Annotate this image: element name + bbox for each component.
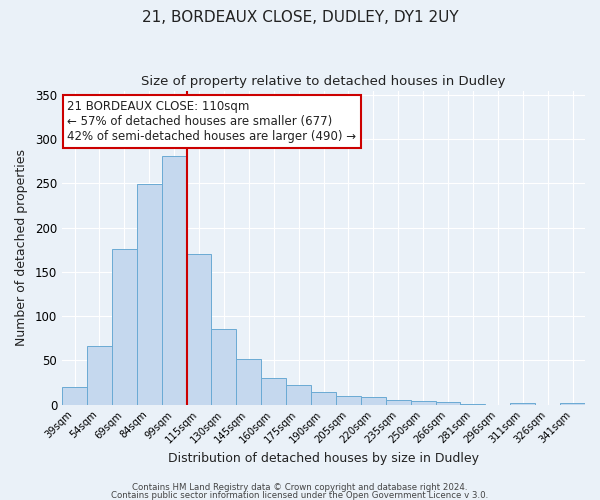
Bar (560, 403, 585, 404)
Bar (87, 346, 112, 405)
Text: Contains HM Land Registry data © Crown copyright and database right 2024.: Contains HM Land Registry data © Crown c… (132, 484, 468, 492)
Bar (286, 385, 311, 404)
Text: 21 BORDEAUX CLOSE: 110sqm
← 57% of detached houses are smaller (677)
42% of semi: 21 BORDEAUX CLOSE: 110sqm ← 57% of detac… (67, 100, 356, 143)
Bar (211, 330, 236, 404)
Text: Contains public sector information licensed under the Open Government Licence v : Contains public sector information licen… (112, 491, 488, 500)
Bar (361, 398, 386, 404)
Bar (62, 387, 87, 404)
Title: Size of property relative to detached houses in Dudley: Size of property relative to detached ho… (141, 75, 506, 88)
Bar (410, 401, 436, 404)
Bar (510, 403, 535, 404)
Bar (336, 396, 361, 404)
Bar (261, 378, 286, 404)
Bar (161, 156, 187, 404)
Bar (436, 402, 460, 404)
Y-axis label: Number of detached properties: Number of detached properties (15, 149, 28, 346)
Bar (311, 392, 336, 404)
X-axis label: Distribution of detached houses by size in Dudley: Distribution of detached houses by size … (168, 452, 479, 465)
Bar (386, 400, 410, 404)
Bar (187, 254, 211, 404)
Bar (137, 184, 161, 404)
Bar (112, 249, 137, 404)
Text: 21, BORDEAUX CLOSE, DUDLEY, DY1 2UY: 21, BORDEAUX CLOSE, DUDLEY, DY1 2UY (142, 10, 458, 25)
Bar (236, 358, 261, 405)
